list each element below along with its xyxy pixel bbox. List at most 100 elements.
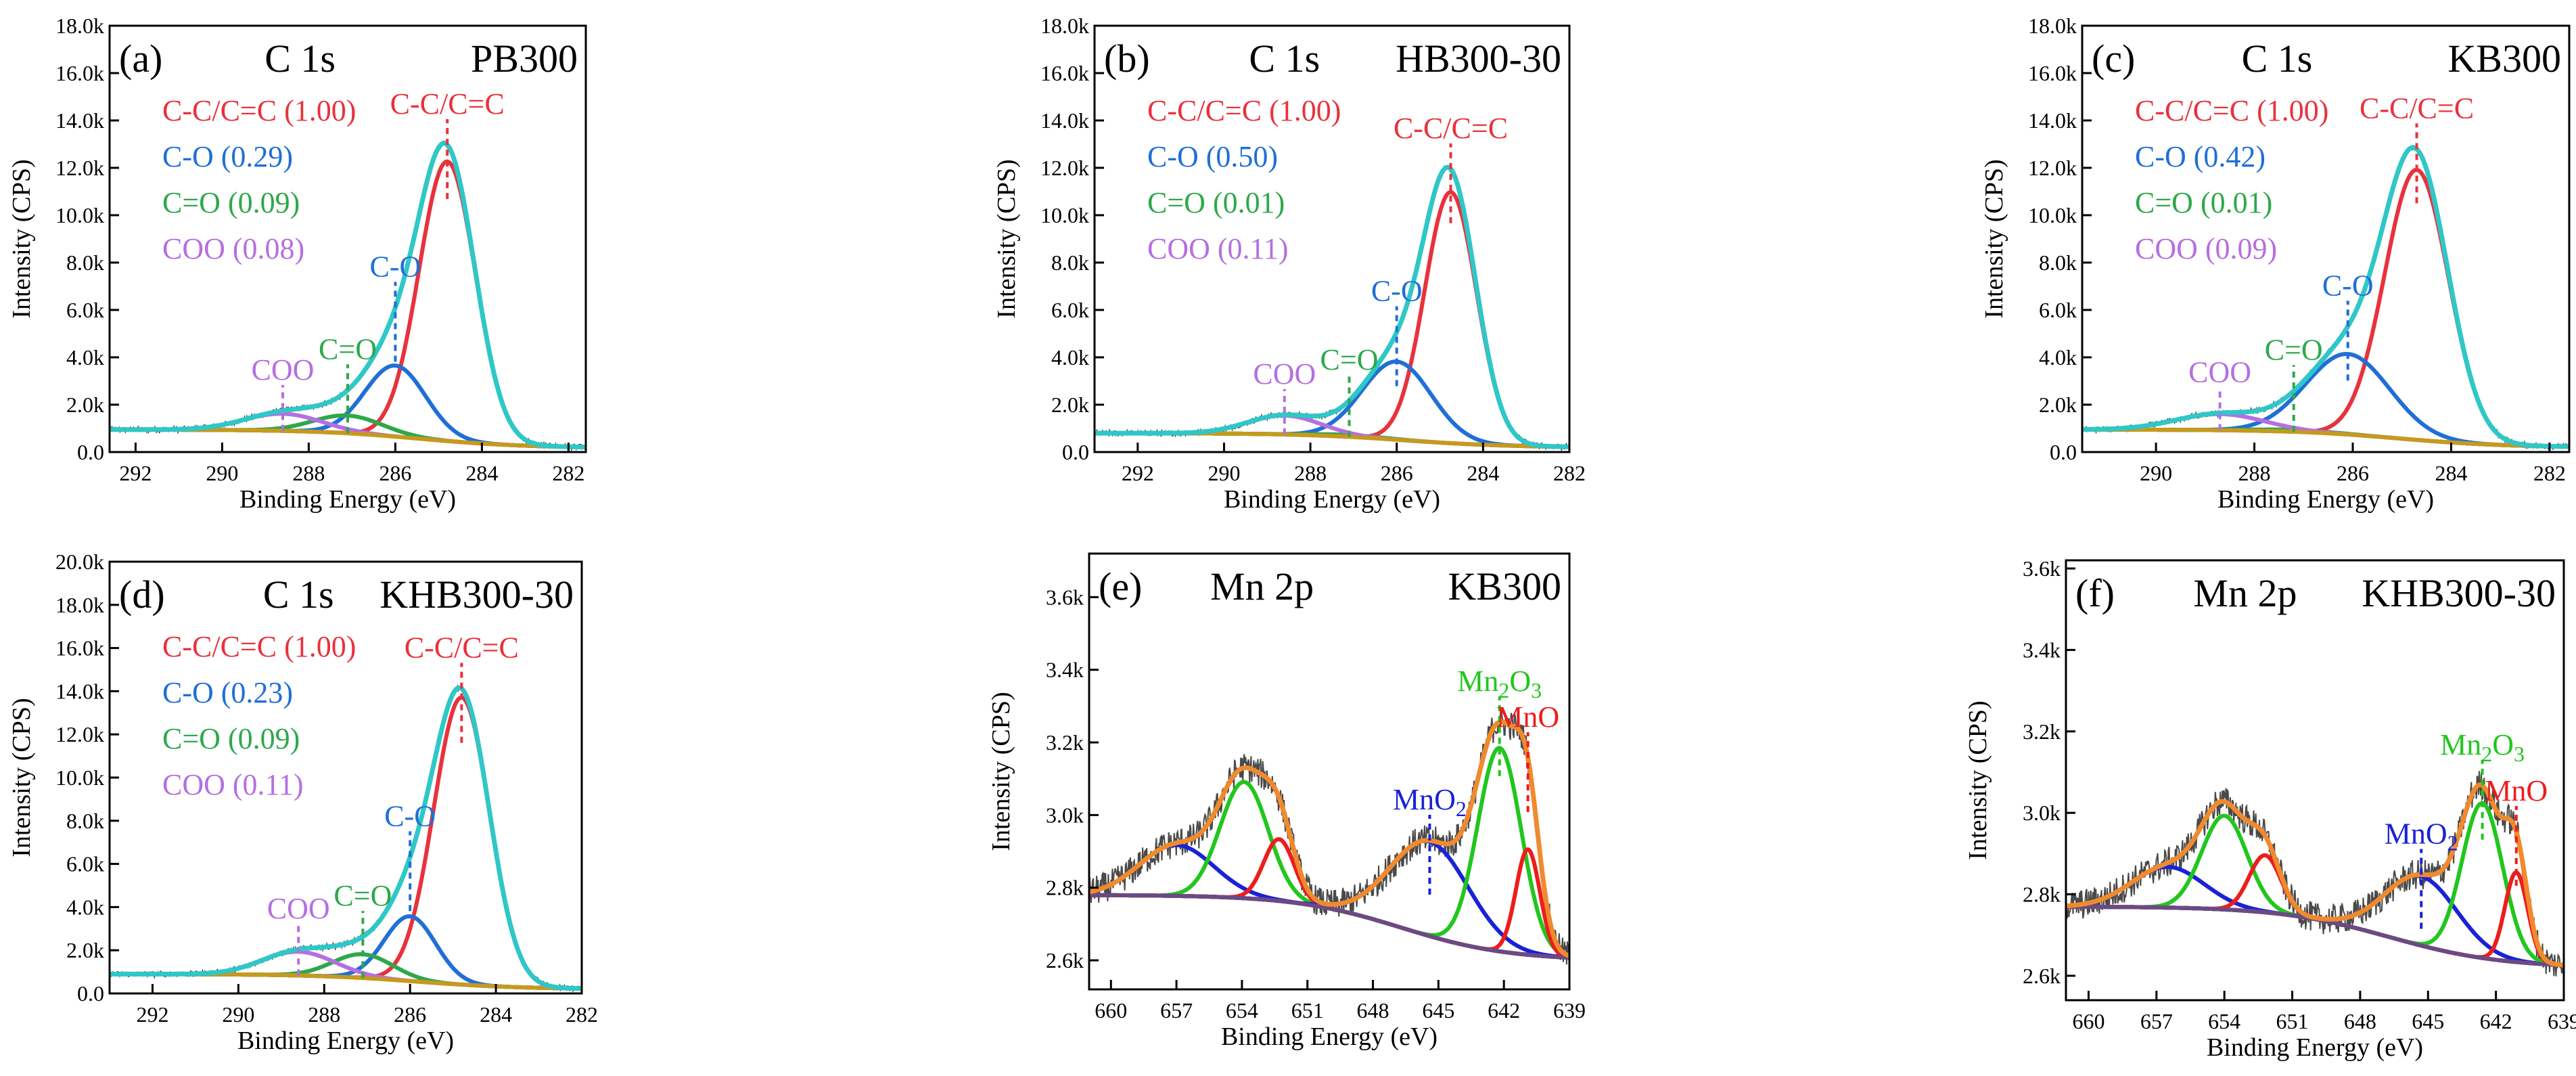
y-tick-label: 8.0k [2039,250,2077,275]
y-tick-label: 10.0k [2028,203,2077,227]
x-tick-label: 639 [2548,1009,2576,1033]
x-axis-label: Binding Energy (eV) [1224,485,1440,514]
peak-label-coo: COO [267,892,330,925]
y-tick-label: 4.0k [1051,345,1089,369]
peak-label-coo: COO [1253,357,1316,390]
panel-title: C 1s [263,573,334,617]
x-tick-label: 642 [2480,1009,2512,1033]
peak-mn2o3-sat [1089,843,1569,960]
y-tick-label: 2.0k [2039,393,2077,417]
panel-sample: PB300 [471,37,578,81]
y-tick-label: 4.0k [66,345,104,369]
peak-label-c-o: C-O [370,250,421,284]
panel-tag: (d) [119,573,165,617]
x-tick-label: 290 [2140,461,2172,485]
y-tick-label: 2.6k [2023,964,2061,988]
legend-entry: C-O (0.23) [162,676,293,709]
x-tick-label: 654 [1226,998,1258,1023]
panel-tag: (b) [1104,37,1150,81]
y-tick-label: 6.0k [66,298,104,322]
legend-entry: C=O (0.01) [2135,186,2272,219]
legend-entry: C=O (0.01) [1147,186,1285,219]
background-line [2082,427,2569,449]
x-axis-label: Binding Energy (eV) [1221,1023,1438,1051]
panel-tag: (f) [2075,571,2115,615]
y-axis-label: Intensity (CPS) [992,159,1021,318]
peak-mn2o3-2p1-2 [2066,813,2564,968]
y-tick-label: 0.0 [2050,440,2077,464]
x-tick-label: 290 [206,461,238,485]
peak-label-mn2o3: Mn2O3 [1457,665,1542,702]
fit-envelope [110,141,586,450]
y-tick-label: 20.0k [55,550,104,574]
y-tick-label: 2.0k [66,393,104,417]
peak-label-c-c-c-c: C-C/C=C [1394,112,1508,145]
legend-entry: COO (0.09) [2135,232,2277,265]
y-tick-label: 6.0k [1051,298,1089,322]
x-tick-label: 282 [566,1002,598,1027]
y-tick-label: 4.0k [66,895,104,919]
y-tick-label: 2.8k [1046,876,1084,900]
chart-panel-c: C-C/C=C C-O C=O COO 290 288 286 284 282 0.0 2.0k 4.… [1980,14,2571,514]
y-axis-label: Intensity (CPS) [1964,700,1992,859]
y-tick-label: 4.0k [2039,345,2077,369]
fit-envelope [1095,164,1569,449]
panel-tag: (a) [119,37,162,81]
peak-label-c-c-c-c: C-C/C=C [2360,91,2474,125]
plot-area [2082,145,2569,451]
x-tick-label: 639 [1553,998,1586,1023]
panel-title: C 1s [264,37,336,81]
peak-label-mno: MnO [1496,700,1559,734]
peak-label-c-o: C=O [334,879,392,912]
x-tick-label: 651 [1291,998,1324,1023]
panel-title: Mn 2p [1210,564,1314,608]
peak-c-o [110,952,582,991]
legend-entry: C-C/C=C (1.00) [2135,94,2328,127]
y-tick-label: 12.0k [55,156,104,180]
peak-label-c-o: C=O [319,332,377,365]
x-tick-label: 284 [465,461,498,485]
x-tick-label: 645 [2412,1009,2444,1033]
y-tick-label: 3.0k [1046,803,1084,827]
x-tick-label: 282 [2533,461,2566,485]
x-tick-label: 645 [1422,998,1454,1023]
x-tick-label: 654 [2208,1009,2240,1033]
y-tick-label: 16.0k [55,636,104,660]
x-tick-label: 286 [2337,461,2369,485]
y-tick-label: 2.0k [66,938,104,962]
x-tick-label: 292 [1122,461,1154,485]
legend-entry: COO (0.08) [162,232,304,265]
peak-label-mno2: MnO2 [2385,817,2458,855]
y-axis-label: Intensity (CPS) [7,159,36,318]
x-tick-label: 282 [552,461,584,485]
panel-title: C 1s [2242,37,2313,81]
peak-label-mno2: MnO2 [1393,783,1467,821]
peak-c-c-c-c [1095,189,1569,449]
y-tick-label: 18.0k [55,593,104,617]
background-line [1089,893,1569,960]
x-tick-label: 292 [136,1002,168,1027]
y-axis-label: Intensity (CPS) [7,698,36,857]
x-tick-label: 660 [1095,998,1127,1023]
panel-sample: KHB300-30 [2362,571,2556,615]
x-tick-label: 657 [2140,1009,2173,1033]
y-tick-label: 8.0k [66,250,104,275]
y-tick-label: 14.0k [55,108,104,133]
peak-label-c-c-c-c: C-C/C=C [390,87,505,120]
x-axis-label: Binding Energy (eV) [237,1027,454,1055]
y-tick-label: 3.4k [2023,637,2061,662]
y-tick-label: 18.0k [2028,14,2077,38]
plot-area [1089,707,1569,969]
legend-entry: C=O (0.09) [162,186,300,219]
legend-entry: C-C/C=C (1.00) [1147,94,1341,127]
legend-entry: C-C/C=C (1.00) [162,94,356,127]
x-tick-label: 657 [1160,998,1193,1023]
plot-area [1095,164,1569,452]
y-tick-label: 3.6k [1046,585,1084,609]
fit-envelope [1089,719,1569,958]
x-tick-label: 286 [1381,461,1413,485]
y-tick-label: 0.0 [77,981,104,1006]
y-axis-label: Intensity (CPS) [987,692,1015,851]
